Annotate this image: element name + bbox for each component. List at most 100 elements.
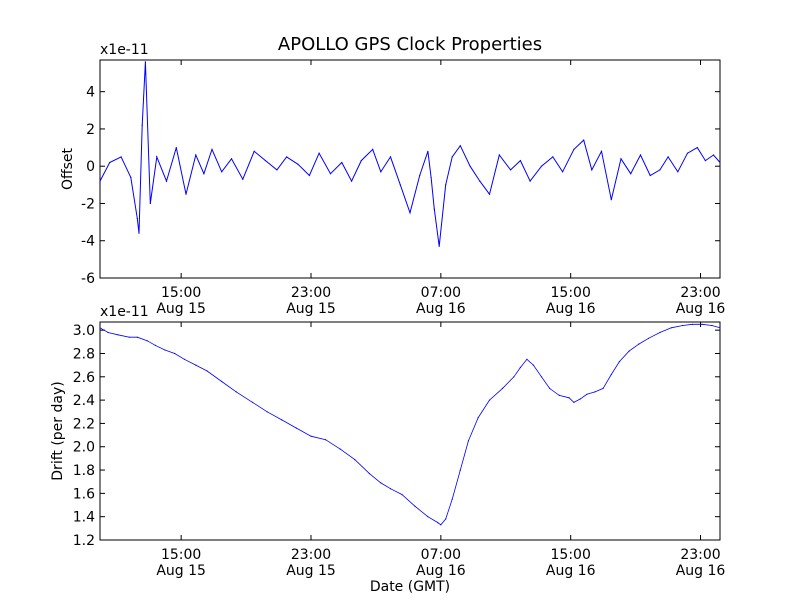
drift-data-point (401, 493, 403, 496)
offset-data-point (686, 152, 689, 154)
drift-xtick-date-label: Aug 15 (156, 563, 206, 579)
drift-xtick-date-label: Aug 16 (546, 563, 596, 579)
drift-data-point (437, 521, 439, 524)
drift-data-point (368, 473, 370, 475)
drift-data-point (451, 498, 453, 500)
drift-xtick-time-label: 07:00 (421, 547, 461, 563)
drift-data-point (107, 331, 109, 334)
offset-data-point (297, 163, 299, 165)
offset-data-point (451, 156, 453, 158)
drift-data-point (325, 439, 327, 441)
offset-data-point (130, 176, 132, 178)
drift-ytick-label: 1.6 (73, 486, 95, 502)
offset-data-point (221, 171, 223, 173)
offset-xtick-date-label: Aug 16 (546, 301, 596, 317)
drift-data-point (638, 343, 640, 345)
offset-data-point (389, 156, 392, 158)
drift-ylabel: Drift (per day) (50, 381, 66, 480)
offset-data-point (308, 174, 310, 177)
offset-data-point (712, 154, 715, 156)
drift-data-point (459, 469, 461, 471)
offset-data-point (677, 171, 679, 173)
drift-data-point (549, 387, 551, 389)
offset-data-point (144, 61, 146, 63)
offset-data-point (488, 193, 491, 195)
drift-ytick-label: 1.2 (73, 533, 95, 549)
offset-data-point (360, 160, 362, 162)
offset-data-point (591, 169, 593, 171)
offset-data-point (286, 156, 288, 158)
offset-data-point (479, 180, 481, 182)
offset-data-point (438, 245, 440, 247)
drift-ytick-label: 2.8 (73, 346, 95, 362)
offset-data-point (573, 148, 575, 150)
drift-data-point (501, 387, 504, 389)
drift-xtick-time-label: 23:00 (680, 547, 720, 563)
offset-ytick-label: -4 (81, 234, 95, 250)
drift-xtick-date-label: Aug 16 (416, 563, 466, 579)
offset-data-point (136, 217, 138, 219)
offset-data-point (620, 158, 622, 160)
offset-data-point (445, 184, 447, 186)
drift-ytick-label: 2.0 (73, 440, 95, 456)
offset-data-point (264, 160, 267, 162)
drift-data-point (221, 380, 223, 383)
offset-multiplier-label: x1e-11 (100, 42, 149, 58)
offset-xtick-time-label: 15:00 (161, 285, 201, 301)
offset-data-point (427, 150, 429, 152)
drift-ytick-label: 1.4 (73, 510, 95, 526)
drift-data-point (183, 358, 185, 360)
drift-data-point (602, 387, 604, 389)
offset-ylabel: Offset (60, 147, 76, 190)
offset-data-point (318, 152, 320, 154)
offset-data-point (704, 160, 707, 162)
offset-plot-frame (99, 59, 721, 279)
offset-data-point (583, 139, 585, 141)
offset-ytick-label: -6 (81, 271, 95, 287)
offset-data-point (351, 180, 353, 182)
drift-data-point (477, 417, 479, 419)
offset-ytick-label: 4 (86, 85, 95, 101)
drift-ytick-label: 2.2 (73, 416, 95, 432)
offset-series-points (99, 61, 721, 247)
offset-data-point (372, 148, 374, 150)
drift-data-point (682, 324, 684, 327)
offset-data-point (430, 176, 432, 178)
drift-data-point (136, 336, 138, 338)
drift-data-point (610, 373, 612, 376)
offset-data-point (659, 169, 661, 171)
drift-data-point (513, 376, 515, 378)
offset-data-point (175, 147, 177, 149)
offset-data-point (409, 212, 411, 214)
drift-multiplier-label: x1e-11 (100, 304, 149, 320)
offset-data-point (141, 124, 143, 126)
drift-ytick-label: 2.6 (73, 370, 95, 386)
drift-data-point (252, 401, 254, 403)
offset-data-point (600, 150, 603, 152)
offset-data-point (510, 169, 512, 171)
drift-panel: x1e-11 Drift (per day) 1.2 1.4 1.6 1.8 2.0 2.… (50, 304, 725, 595)
drift-data-point (670, 327, 672, 329)
drift-data-point (99, 327, 101, 329)
offset-data-point (109, 161, 111, 164)
offset-series-line (99, 61, 721, 247)
drift-data-point (174, 352, 176, 355)
offset-data-point (185, 193, 187, 195)
drift-data-point (519, 366, 522, 369)
offset-data-point (519, 160, 522, 162)
drift-data-point (568, 397, 570, 399)
drift-xtick-time-label: 23:00 (291, 547, 331, 563)
drift-xtick-time-label: 15:00 (551, 547, 591, 563)
drift-data-point (427, 516, 429, 518)
offset-data-point (149, 202, 151, 205)
drift-data-point (310, 435, 312, 437)
drift-data-point (164, 349, 166, 351)
offset-data-point (138, 232, 140, 234)
offset-xtick-time-label: 23:00 (680, 285, 720, 301)
drift-data-point (540, 376, 543, 378)
drift-data-point (579, 398, 582, 400)
drift-xtick-date-label: Aug 15 (286, 563, 336, 579)
drift-data-point (146, 340, 148, 342)
drift-data-point (526, 358, 528, 360)
